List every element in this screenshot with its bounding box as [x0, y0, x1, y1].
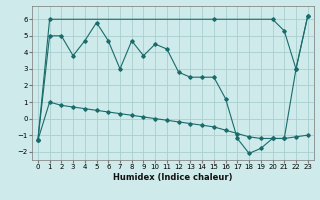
X-axis label: Humidex (Indice chaleur): Humidex (Indice chaleur) — [113, 173, 233, 182]
